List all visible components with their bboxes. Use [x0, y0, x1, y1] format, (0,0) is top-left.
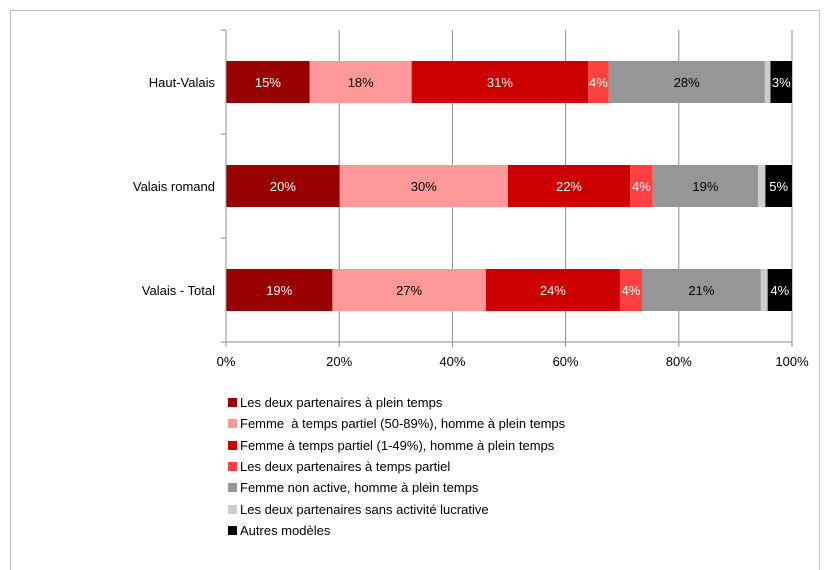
legend-label: Femme à temps partiel (1-49%), homme à p… — [240, 437, 555, 453]
legend-item: Femme à temps partiel (50-89%), homme à … — [228, 413, 565, 434]
legend-swatch — [228, 525, 237, 535]
bar-segment — [758, 165, 766, 207]
bar-segment — [226, 61, 310, 103]
x-tick-label: 40% — [439, 354, 465, 369]
bar-segment — [507, 165, 631, 207]
bar-segment — [226, 165, 340, 207]
legend-item: Les deux partenaires à temps partiel — [228, 456, 565, 477]
legend-swatch — [228, 462, 237, 472]
legend-label: Autres modèles — [240, 522, 331, 538]
legend-item: Les deux partenaires à plein temps — [228, 392, 565, 413]
data-label: 22% — [556, 179, 582, 194]
bar-segment — [642, 269, 761, 311]
bar-segment — [770, 61, 792, 103]
x-tick-label: 0% — [217, 354, 236, 369]
bar-segment — [765, 165, 792, 207]
data-label: 28% — [674, 75, 700, 90]
bar-segment — [760, 269, 768, 311]
data-label: 27% — [396, 283, 422, 298]
data-label: 4% — [589, 75, 608, 90]
legend-swatch — [228, 504, 237, 514]
bar-segment — [226, 269, 333, 311]
data-label: 19% — [692, 179, 718, 194]
bar-segment — [485, 269, 620, 311]
data-label: 19% — [266, 283, 292, 298]
bar-segment — [309, 61, 412, 103]
legend-item: Femme à temps partiel (1-49%), homme à p… — [228, 435, 565, 456]
data-label: 4% — [622, 283, 641, 298]
legend-label: Les deux partenaires à plein temps — [240, 395, 443, 411]
legend-item: Les deux partenaires sans activité lucra… — [228, 498, 565, 519]
bar-segment — [608, 61, 765, 103]
data-label: 31% — [487, 75, 513, 90]
legend-label: Femme non active, homme à plein temps — [240, 480, 479, 496]
category-label: Haut-Valais — [149, 75, 216, 90]
x-tick-label: 100% — [775, 354, 809, 369]
legend-swatch — [228, 483, 237, 493]
bar-segment — [339, 165, 508, 207]
data-label: 15% — [255, 75, 281, 90]
data-label: 20% — [270, 179, 296, 194]
legend-label: Les deux partenaires sans activité lucra… — [240, 501, 489, 517]
bar-layer: 15% 18% 31% 4% 28% 3% 20% 30% 22% 4% 19% 5% 19% 27% 24… — [226, 61, 792, 311]
x-tick-label: 60% — [553, 354, 579, 369]
axis-layer: 0% 20% 40% 60% 80% 100% Haut-Valais Valais roma… — [133, 29, 809, 369]
bar-segment — [332, 269, 486, 311]
bar-segment — [767, 269, 792, 311]
bar-segment — [764, 61, 771, 103]
data-label: 21% — [688, 283, 714, 298]
category-label: Valais romand — [133, 179, 215, 194]
bar-segment — [619, 269, 643, 311]
legend-item: Femme non active, homme à plein temps — [228, 477, 565, 498]
legend-item: Autres modèles — [228, 520, 565, 541]
bar-segment — [652, 165, 759, 207]
legend-label: Femme à temps partiel (50-89%), homme à … — [240, 416, 566, 432]
data-label: 4% — [770, 283, 789, 298]
legend-label: Les deux partenaires à temps partiel — [240, 459, 451, 475]
data-label: 4% — [632, 179, 651, 194]
data-label: 3% — [772, 75, 791, 90]
data-label: 5% — [769, 179, 788, 194]
x-tick-label: 20% — [326, 354, 352, 369]
bar-segment — [630, 165, 653, 207]
category-label: Valais - Total — [142, 283, 215, 298]
legend: Les deux partenaires à plein temps Femme … — [228, 392, 565, 541]
data-label: 30% — [411, 179, 437, 194]
data-label: 18% — [348, 75, 374, 90]
x-tick-label: 80% — [666, 354, 692, 369]
chart-frame — [10, 10, 820, 570]
bar-segment — [588, 61, 609, 103]
legend-swatch — [228, 398, 237, 408]
legend-swatch — [228, 419, 237, 429]
bar-segment — [411, 61, 589, 103]
legend-swatch — [228, 440, 237, 450]
data-label: 24% — [540, 283, 566, 298]
